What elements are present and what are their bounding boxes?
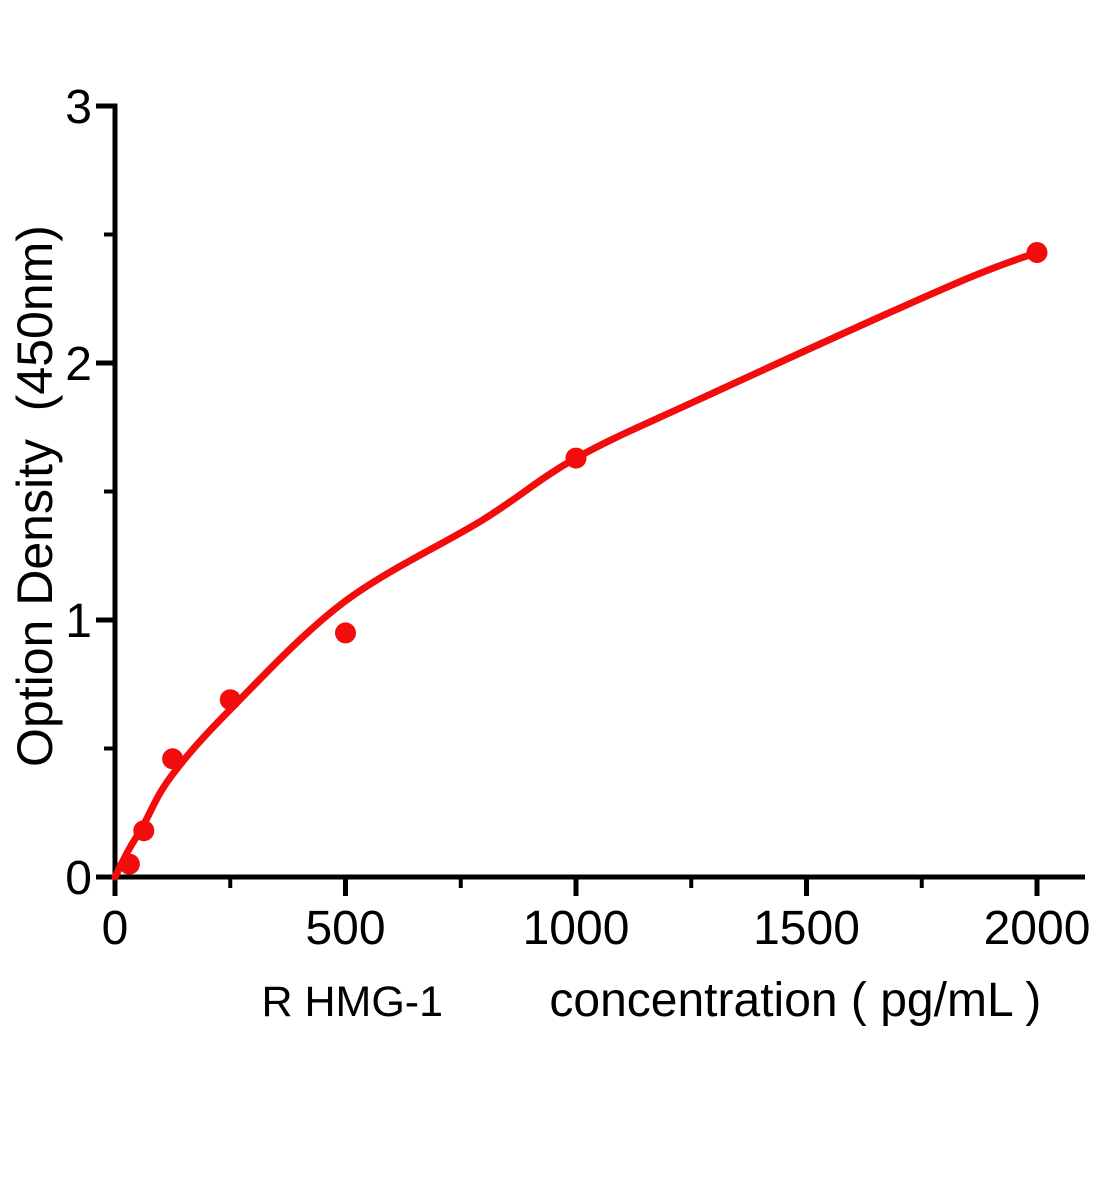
data-point bbox=[219, 689, 241, 711]
y-tick-label: 1 bbox=[65, 595, 92, 648]
x-tick-label: 1500 bbox=[753, 902, 860, 955]
data-point bbox=[162, 748, 184, 770]
axes-layer bbox=[112, 103, 1085, 880]
series-layer bbox=[111, 242, 1048, 881]
data-point bbox=[565, 447, 587, 469]
x-tick-label: 1000 bbox=[523, 902, 630, 955]
data-point bbox=[335, 622, 356, 644]
data-point bbox=[1026, 242, 1048, 263]
fitted-curve bbox=[111, 249, 1041, 881]
ticks-layer bbox=[96, 103, 1040, 896]
data-point bbox=[133, 820, 155, 842]
x-tick-label: 500 bbox=[305, 902, 385, 955]
x-axis-title-rest: concentration ( pg/mL ) bbox=[549, 974, 1041, 1027]
x-axis-title-prefix: R HMG-1 bbox=[261, 978, 443, 1026]
y-axis-title: Option Density (450nm) bbox=[7, 225, 63, 767]
x-tick-label: 2000 bbox=[984, 902, 1091, 955]
x-axis-title: R HMG-1 concentration ( pg/mL ) bbox=[168, 974, 1104, 1027]
data-point bbox=[118, 853, 140, 875]
y-tick-label: 3 bbox=[65, 81, 92, 134]
y-tick-label: 2 bbox=[65, 338, 92, 391]
x-tick-label: 0 bbox=[102, 902, 129, 955]
y-tick-label: 0 bbox=[65, 852, 92, 905]
tick-labels-layer: 0 500 1000 1500 2000 0 1 2 3 bbox=[65, 81, 1090, 955]
